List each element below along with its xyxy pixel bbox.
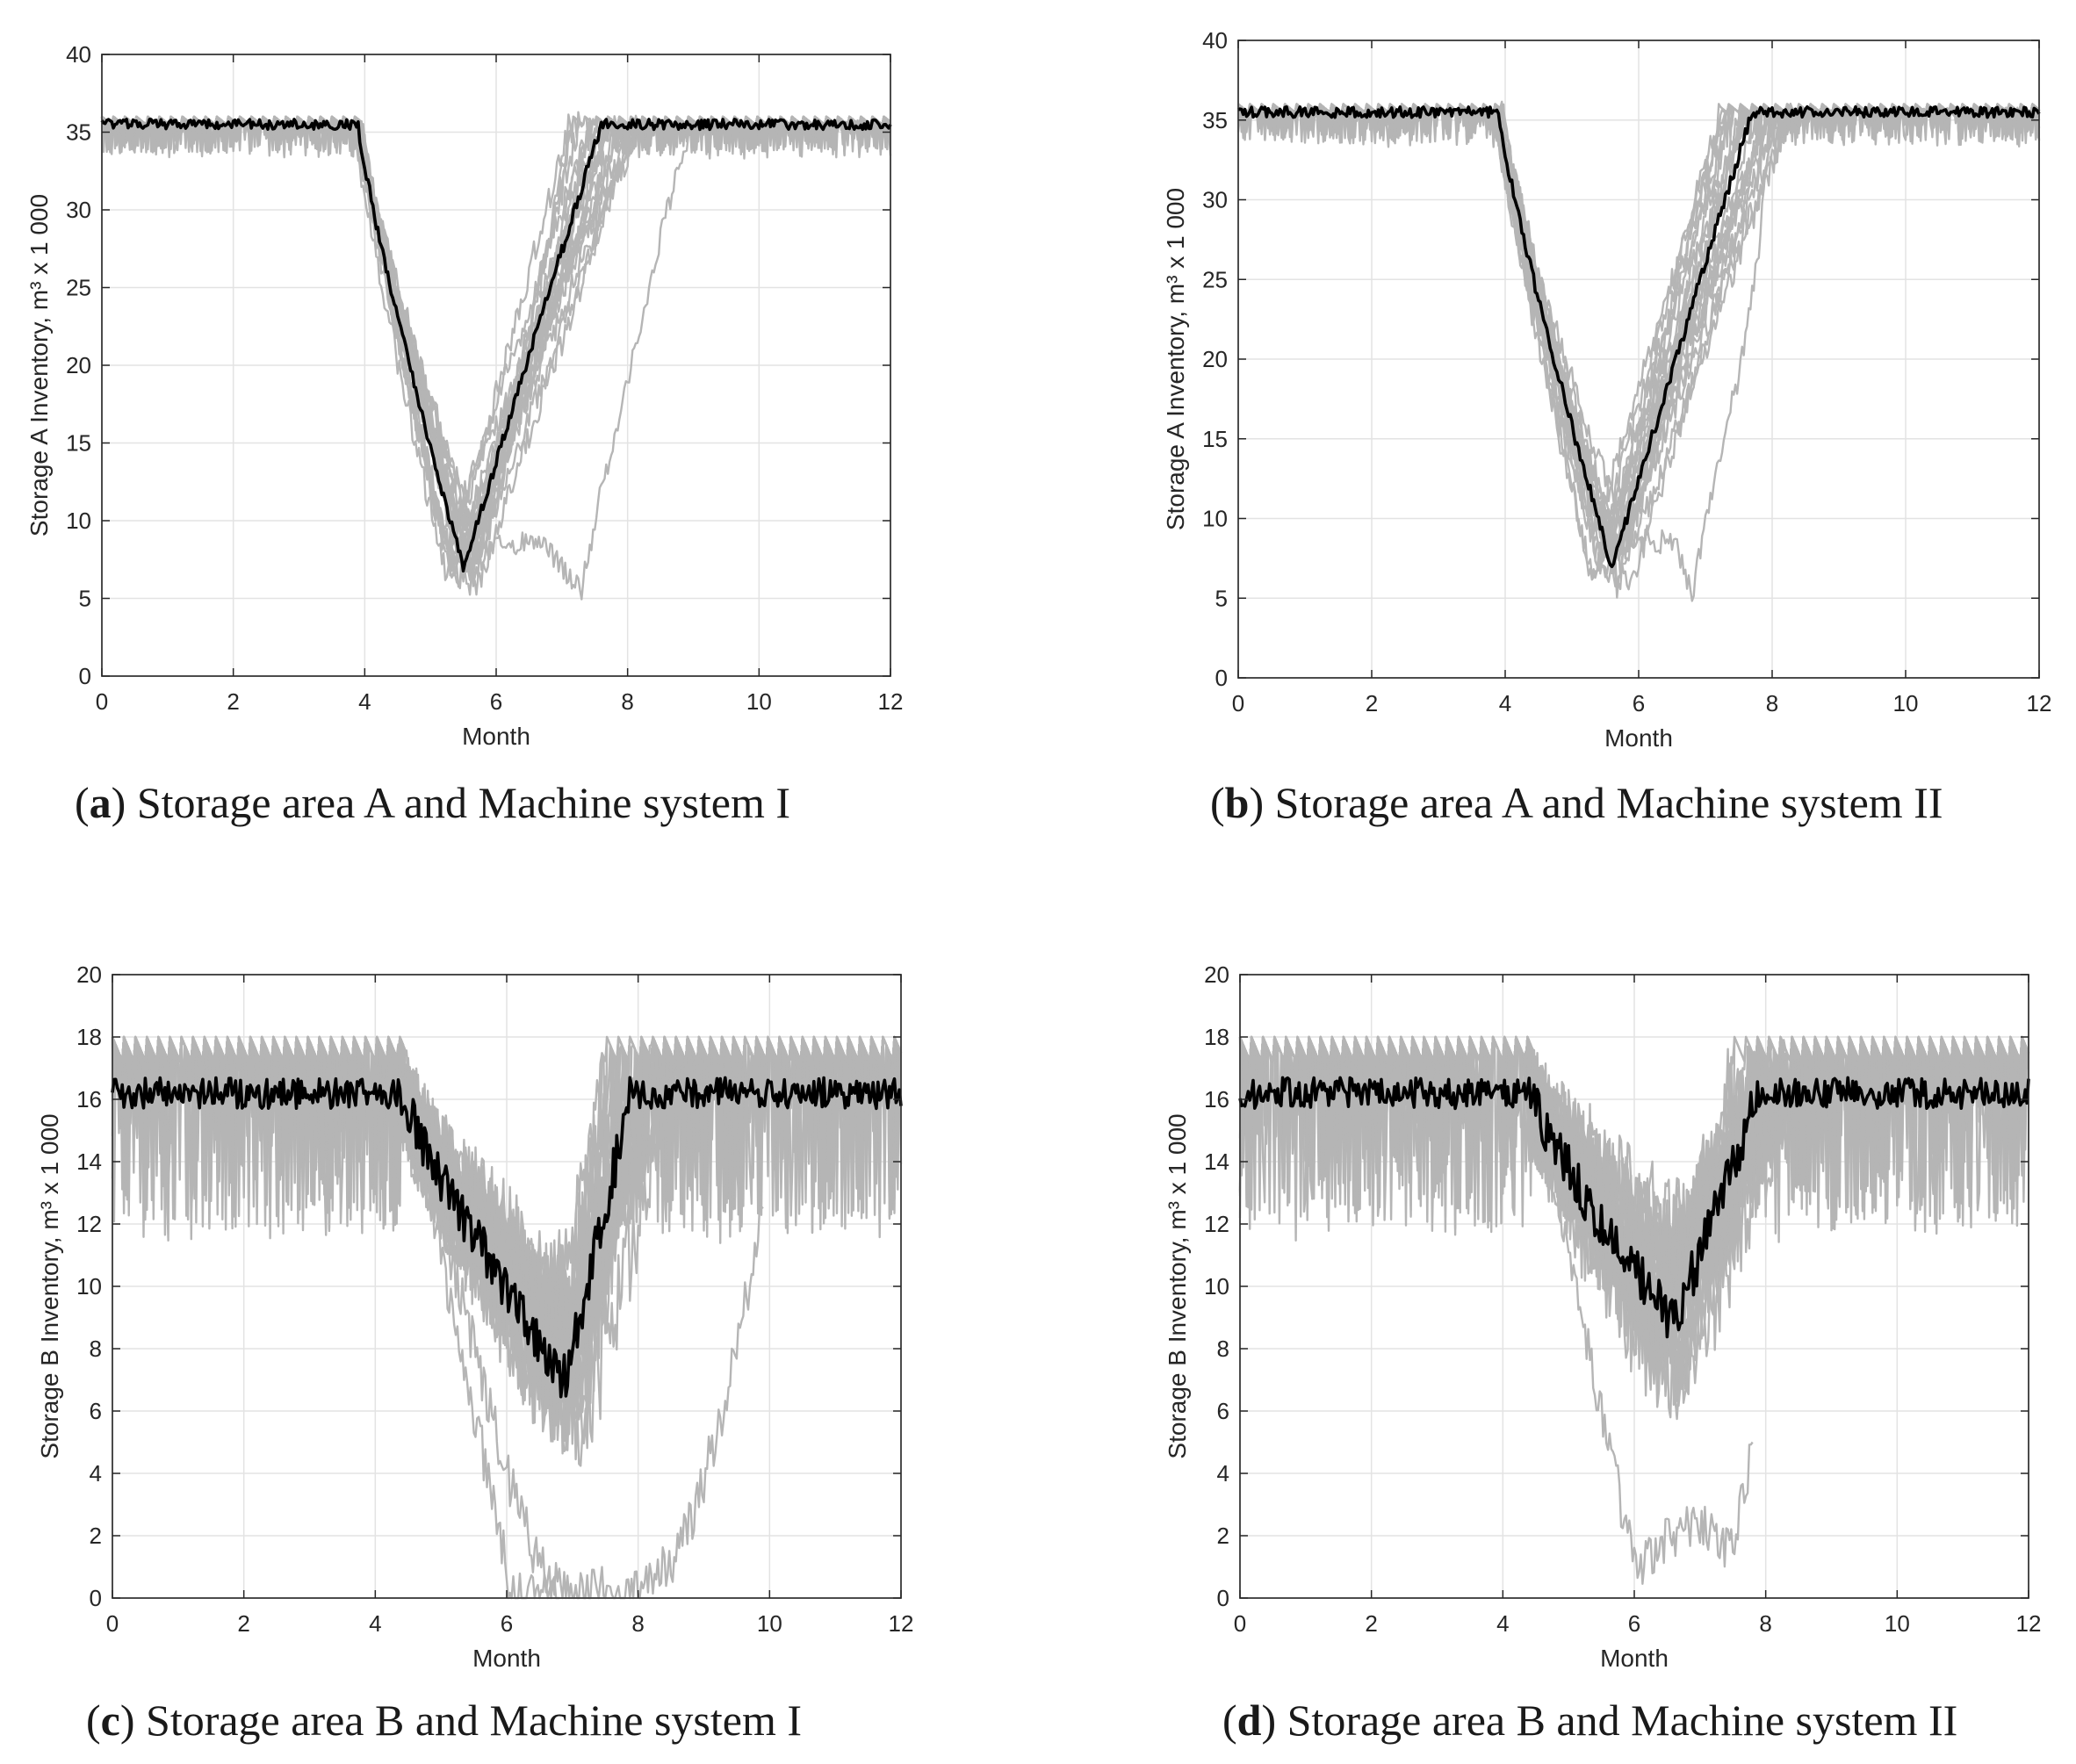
x-tick-label: 0 xyxy=(96,688,108,715)
y-tick-label: 20 xyxy=(1204,961,1229,988)
y-tick-label: 10 xyxy=(1204,1273,1229,1300)
chart-c: 0 2 4 6 8 10 12 0 2 4 6 8 10 12 14 16 18 20 Month Storage B… xyxy=(36,961,914,1672)
x-tick-label: 0 xyxy=(106,1610,119,1637)
y-tick-label: 0 xyxy=(90,1585,102,1611)
y-tick-label: 10 xyxy=(1202,506,1228,532)
y-tick-label: 16 xyxy=(76,1086,102,1112)
y-tick-label: 25 xyxy=(1202,266,1228,292)
y-tick-label: 40 xyxy=(1202,27,1228,54)
x-tick-label: 4 xyxy=(369,1610,381,1637)
mean-line xyxy=(100,118,892,573)
x-tick-label: 8 xyxy=(1766,690,1778,716)
simulation-line-outlier xyxy=(1497,106,2040,602)
y-tick-label: 20 xyxy=(1202,346,1228,372)
x-tick-label: 10 xyxy=(757,1610,782,1637)
y-tick-label: 35 xyxy=(66,119,91,146)
y-axis-label: Storage A Inventory, m³ x 1 000 xyxy=(25,194,53,536)
x-tick-label: 2 xyxy=(1365,1610,1377,1637)
y-tick-label: 8 xyxy=(1217,1336,1229,1362)
y-tick-label: 40 xyxy=(66,41,91,68)
y-tick-label: 0 xyxy=(1215,665,1228,691)
simulation-line-outlier xyxy=(357,119,892,601)
x-tick-label: 6 xyxy=(490,688,502,715)
y-axis-label: Storage B Inventory, m³ x 1 000 xyxy=(36,1113,63,1458)
chart-a: 0 2 4 6 8 10 12 0 5 10 15 20 25 30 35 40 Month Storage A … xyxy=(25,41,904,750)
chart-b: 0 2 4 6 8 10 12 0 5 10 15 20 25 30 35 40 Month Storage A … xyxy=(1162,27,2052,752)
y-tick-label: 12 xyxy=(1204,1211,1229,1237)
y-tick-label: 15 xyxy=(66,430,91,457)
y-tick-label: 6 xyxy=(90,1398,102,1424)
y-tick-label: 4 xyxy=(1217,1460,1229,1487)
x-tick-label: 4 xyxy=(1499,690,1511,716)
y-tick-label: 35 xyxy=(1202,107,1228,133)
x-tick-label: 2 xyxy=(237,1610,249,1637)
y-tick-label: 6 xyxy=(1217,1398,1229,1424)
y-tick-label: 20 xyxy=(76,961,102,988)
x-axis-label: Month xyxy=(1600,1645,1669,1672)
y-tick-label: 20 xyxy=(66,352,91,378)
simulation-line xyxy=(1237,103,2040,562)
x-tick-label: 6 xyxy=(501,1610,513,1637)
x-tick-label: 12 xyxy=(889,1610,914,1637)
y-tick-label: 10 xyxy=(76,1273,102,1300)
y-tick-label: 10 xyxy=(66,508,91,534)
y-tick-label: 14 xyxy=(1204,1148,1229,1175)
mean-line xyxy=(1238,1076,2030,1339)
x-tick-label: 10 xyxy=(1885,1610,1910,1637)
y-tick-label: 18 xyxy=(76,1024,102,1050)
y-tick-label: 8 xyxy=(90,1336,102,1362)
x-tick-label: 12 xyxy=(2016,1610,2042,1637)
simulation-line-outlier xyxy=(400,1053,764,1600)
x-tick-label: 0 xyxy=(1234,1610,1246,1637)
y-tick-label: 30 xyxy=(1202,187,1228,213)
x-tick-label: 2 xyxy=(227,688,239,715)
simulation-runs xyxy=(1236,100,2041,602)
y-tick-label: 5 xyxy=(79,586,91,612)
caption-b: (b) Storage area A and Machine system II xyxy=(1210,778,1943,827)
x-tick-label: 4 xyxy=(358,688,371,715)
y-tick-label: 2 xyxy=(90,1523,102,1549)
y-tick-label: 18 xyxy=(1204,1024,1229,1050)
x-tick-label: 4 xyxy=(1496,1610,1509,1637)
y-axis-label: Storage B Inventory, m³ x 1 000 xyxy=(1164,1113,1191,1458)
x-tick-label: 6 xyxy=(1633,690,1645,716)
x-tick-label: 2 xyxy=(1366,690,1378,716)
x-tick-label: 6 xyxy=(1628,1610,1640,1637)
y-tick-label: 0 xyxy=(1217,1585,1229,1611)
y-tick-label: 15 xyxy=(1202,426,1228,452)
x-tick-label: 12 xyxy=(2027,690,2052,716)
y-tick-label: 25 xyxy=(66,275,91,301)
simulation-runs xyxy=(1238,1035,2030,1585)
y-tick-label: 4 xyxy=(90,1460,102,1487)
caption-a: (a) Storage area A and Machine system I xyxy=(75,778,791,827)
y-tick-label: 14 xyxy=(76,1148,102,1175)
x-tick-label: 8 xyxy=(1759,1610,1771,1637)
x-tick-label: 0 xyxy=(1232,690,1244,716)
y-tick-label: 0 xyxy=(79,663,91,689)
y-tick-label: 5 xyxy=(1215,585,1228,611)
x-tick-label: 10 xyxy=(1893,690,1919,716)
y-axis-label: Storage A Inventory, m³ x 1 000 xyxy=(1162,188,1189,530)
mean-line xyxy=(1237,104,2041,569)
x-tick-label: 8 xyxy=(631,1610,644,1637)
mean-line xyxy=(111,1076,903,1399)
caption-d: (d) Storage area B and Machine system II xyxy=(1222,1696,1958,1745)
x-tick-label: 12 xyxy=(878,688,904,715)
y-tick-label: 30 xyxy=(66,197,91,223)
simulation-line xyxy=(111,1035,903,1407)
y-tick-label: 16 xyxy=(1204,1086,1229,1112)
simulation-line-outlier xyxy=(1528,1076,1754,1585)
y-tick-label: 2 xyxy=(1217,1523,1229,1549)
x-axis-label: Month xyxy=(472,1645,541,1672)
chart-d: 0 2 4 6 8 10 12 0 2 4 6 8 10 12 14 16 18 20 Month Storage B… xyxy=(1164,961,2042,1672)
x-tick-label: 8 xyxy=(621,688,633,715)
x-tick-label: 10 xyxy=(746,688,772,715)
simulation-line-outlier xyxy=(400,1076,559,1600)
x-axis-label: Month xyxy=(462,723,530,750)
caption-c: (c) Storage area B and Machine system I xyxy=(86,1696,802,1745)
x-axis-label: Month xyxy=(1604,724,1673,752)
y-tick-label: 12 xyxy=(76,1211,102,1237)
